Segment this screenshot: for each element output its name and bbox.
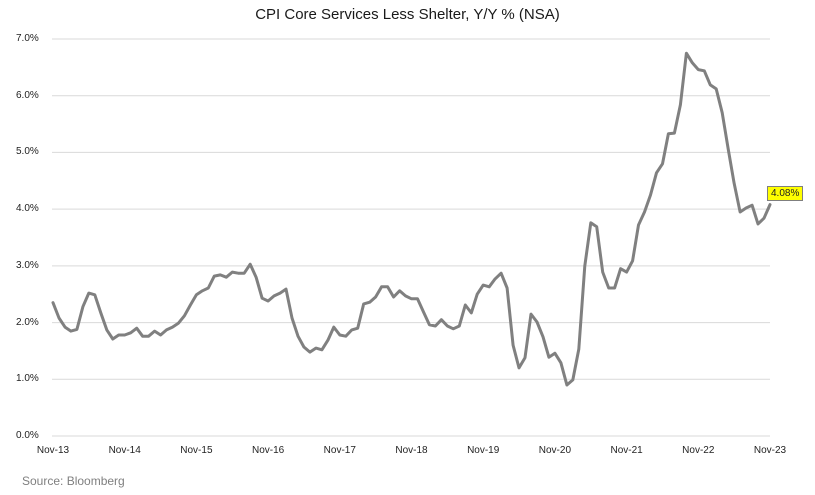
x-tick-label: Nov-18 (395, 445, 428, 456)
x-tick-label: Nov-19 (467, 445, 500, 456)
y-tick-label: 3.0% (16, 259, 39, 271)
y-tick-label: 6.0% (16, 89, 39, 101)
y-tick-label: 2.0% (16, 316, 39, 328)
x-tick-label: Nov-22 (682, 445, 715, 456)
y-tick-label: 1.0% (16, 373, 39, 385)
last-value-callout: 4.08% (767, 186, 804, 201)
source-note: Source: Bloomberg (22, 474, 125, 488)
y-tick-label: 0.0% (16, 430, 39, 441)
x-tick-label: Nov-14 (108, 445, 141, 456)
x-tick-label: Nov-13 (36, 445, 70, 456)
y-tick-label: 5.0% (16, 146, 39, 158)
y-tick-label: 7.0% (16, 33, 39, 44)
x-tick-label: Nov-20 (538, 445, 572, 456)
x-tick-label: Nov-17 (323, 445, 356, 456)
cpi-series-line (51, 51, 772, 387)
x-tick-label: Nov-15 (180, 445, 213, 456)
y-tick-label: 4.0% (16, 203, 39, 215)
x-tick-label: Nov-16 (251, 445, 285, 456)
x-tick-label: Nov-23 (753, 445, 787, 456)
gridlines (52, 38, 770, 437)
x-tick-label: Nov-21 (610, 445, 643, 456)
chart-title: CPI Core Services Less Shelter, Y/Y % (N… (255, 6, 560, 23)
